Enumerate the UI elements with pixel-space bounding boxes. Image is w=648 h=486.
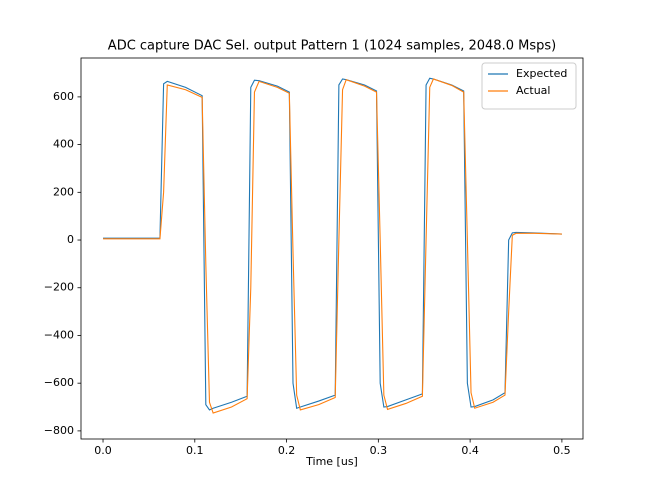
x-tick-label: 0.5 — [553, 444, 571, 457]
data-line — [103, 77, 562, 411]
y-tick-label: 0 — [67, 233, 74, 246]
y-tick-label: 200 — [53, 185, 74, 198]
x-axis-label: Time [us] — [305, 455, 358, 468]
y-tick-label: 600 — [53, 90, 74, 103]
chart-title: ADC capture DAC Sel. output Pattern 1 (1… — [108, 39, 556, 54]
x-tick-label: 0.2 — [278, 444, 296, 457]
legend-label: Expected — [516, 67, 567, 80]
legend-label: Actual — [516, 84, 550, 97]
y-tick-label: −600 — [44, 376, 74, 389]
y-tick-label: −800 — [44, 424, 74, 437]
y-tick-label: −400 — [44, 328, 74, 341]
data-line — [103, 78, 562, 414]
x-tick-label: 0.0 — [94, 444, 112, 457]
x-tick-label: 0.4 — [461, 444, 479, 457]
x-tick-label: 0.3 — [370, 444, 388, 457]
y-tick-label: 400 — [53, 138, 74, 151]
y-tick-label: −200 — [44, 281, 74, 294]
x-tick-label: 0.1 — [186, 444, 204, 457]
axes-frame — [80, 57, 584, 440]
